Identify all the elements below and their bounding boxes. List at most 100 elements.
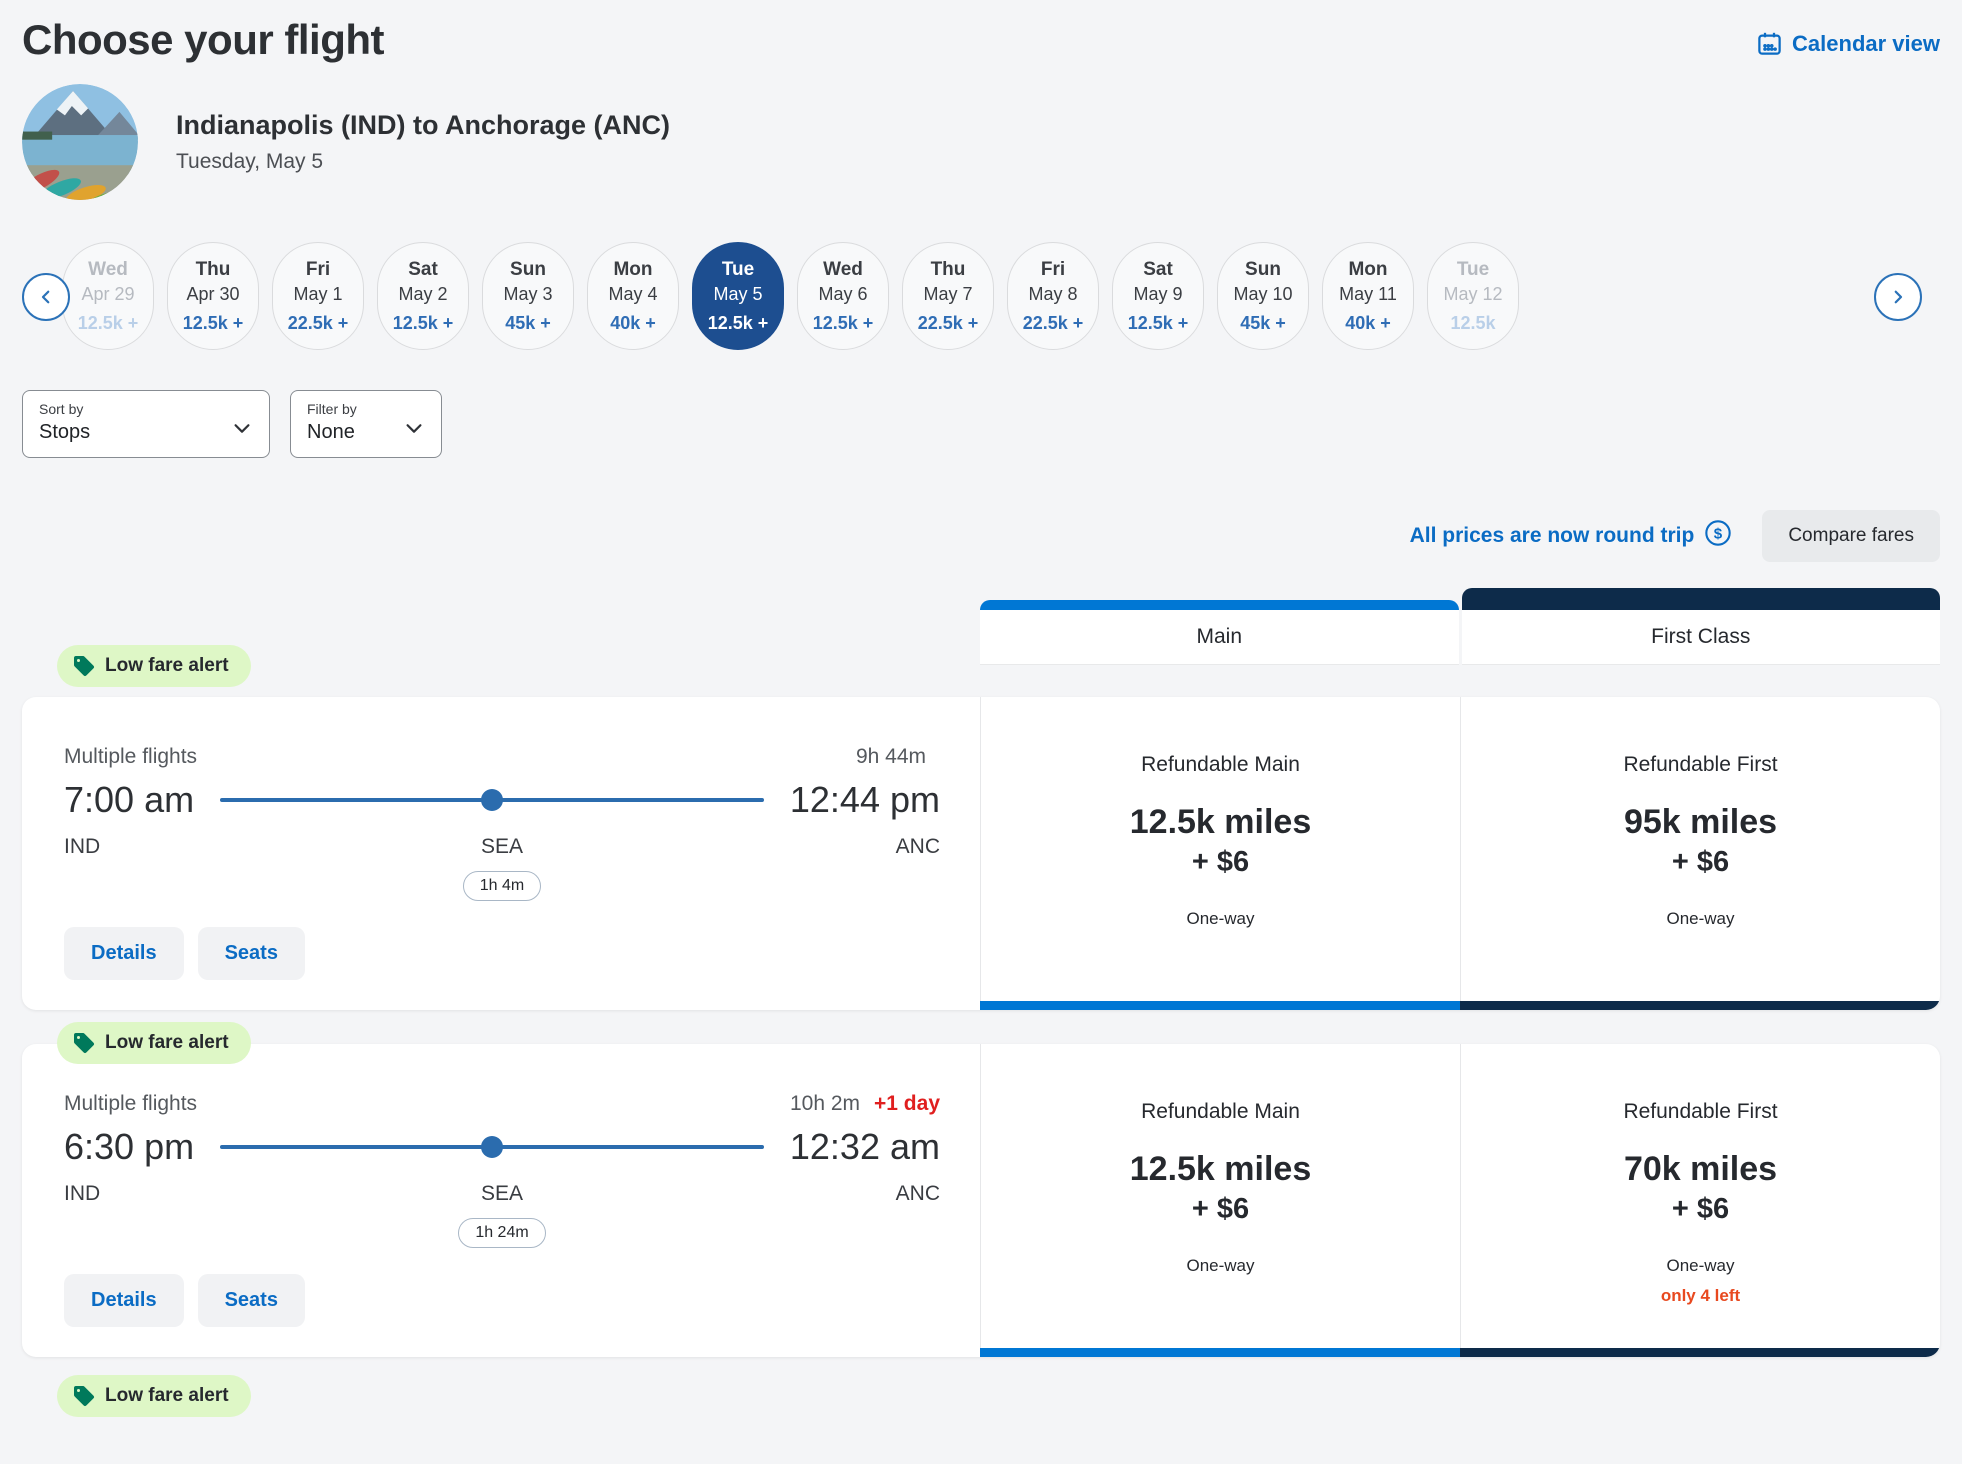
date-pill[interactable]: Tue May 12 12.5k: [1427, 242, 1519, 350]
pill-price: 40k +: [610, 312, 656, 333]
pill-price: 45k +: [1240, 312, 1286, 333]
date-pill[interactable]: Mon May 11 40k +: [1322, 242, 1414, 350]
fare-name: Refundable Main: [1141, 753, 1300, 776]
route-summary: Indianapolis (IND) to Anchorage (ANC) Tu…: [22, 84, 1940, 200]
first-class-color-bar: [1461, 588, 1940, 610]
flight-duration: 9h 44m: [856, 745, 940, 769]
chevron-down-icon: [234, 424, 250, 433]
first-class-bottom-bar: [1460, 1348, 1940, 1357]
fare-option-main[interactable]: Refundable Main 12.5k miles + $6 One-way: [980, 1044, 1460, 1357]
date-pill[interactable]: Thu May 7 22.5k +: [902, 242, 994, 350]
calendar-view-link[interactable]: Calendar view: [1756, 30, 1940, 57]
pill-day: Mon: [1348, 258, 1388, 280]
chevron-down-icon: [406, 424, 422, 433]
carousel-prev-button[interactable]: [22, 273, 70, 321]
pill-date: May 5: [713, 283, 763, 304]
pill-price: 12.5k +: [182, 312, 244, 333]
fare-trip-type: One-way: [1186, 1256, 1255, 1275]
flight-duration: 10h 2m +1 day: [790, 1092, 940, 1116]
pill-date: May 9: [1133, 283, 1183, 304]
date-pill[interactable]: Fri May 1 22.5k +: [272, 242, 364, 350]
date-pill[interactable]: Sat May 9 12.5k +: [1112, 242, 1204, 350]
main-bottom-bar: [980, 1001, 1460, 1010]
destination-photo: [22, 84, 138, 200]
seats-button[interactable]: Seats: [197, 1274, 305, 1327]
date-pill[interactable]: Mon May 4 40k +: [587, 242, 679, 350]
date-pill[interactable]: Sun May 10 45k +: [1217, 242, 1309, 350]
date-pill-selected[interactable]: Tue May 5 12.5k +: [692, 242, 784, 350]
pill-date: May 8: [1028, 283, 1078, 304]
pill-day: Tue: [1456, 258, 1490, 280]
fare-taxes: + $6: [1191, 846, 1250, 878]
fare-trip-type: One-way: [1666, 909, 1735, 928]
date-pill[interactable]: Fri May 8 22.5k +: [1007, 242, 1099, 350]
route-title: Indianapolis (IND) to Anchorage (ANC): [176, 110, 670, 140]
flight-label: Multiple flights: [64, 745, 198, 768]
details-button[interactable]: Details: [64, 1274, 184, 1327]
stopover-dot: [480, 1136, 503, 1158]
fare-name: Refundable First: [1623, 753, 1778, 776]
date-pill[interactable]: Sun May 3 45k +: [482, 242, 574, 350]
pill-date: May 3: [503, 283, 553, 304]
arrive-time: 12:44 pm: [789, 779, 940, 820]
round-trip-text: All prices are now round trip: [1409, 524, 1695, 547]
pill-date: May 4: [608, 283, 658, 304]
details-button[interactable]: Details: [64, 927, 184, 980]
date-pill[interactable]: Sat May 2 12.5k +: [377, 242, 469, 350]
pill-day: Mon: [613, 258, 653, 280]
compare-fares-button[interactable]: Compare fares: [1762, 510, 1940, 562]
sort-by-label: Sort by: [39, 401, 84, 417]
stop-code: SEA: [480, 1182, 524, 1205]
date-pill[interactable]: Wed Apr 29 12.5k +: [62, 242, 154, 350]
first-class-bottom-bar: [1460, 1001, 1940, 1010]
pill-price: 12.5k +: [392, 312, 454, 333]
depart-time: 7:00 am: [64, 779, 195, 820]
filter-by-select[interactable]: Filter by None: [290, 390, 442, 458]
fare-taxes: + $6: [1671, 1193, 1730, 1225]
filter-by-value: None: [307, 421, 355, 443]
fare-trip-type: One-way: [1186, 909, 1255, 928]
fare-taxes: + $6: [1671, 846, 1730, 878]
fare-name: Refundable Main: [1141, 1100, 1300, 1123]
date-carousel: Wed Apr 29 12.5k + Thu Apr 30 12.5k + Fr…: [22, 242, 1940, 352]
fare-option-first-class[interactable]: Refundable First 95k miles + $6 One-way: [1460, 697, 1940, 1010]
pill-date: Apr 30: [186, 283, 240, 304]
fare-color-bars: [980, 1001, 1940, 1010]
main-bottom-bar: [980, 1348, 1460, 1357]
low-fare-alert-badge: Low fare alert: [57, 645, 251, 687]
pill-day: Sat: [1143, 258, 1173, 280]
flight-path: [220, 789, 764, 811]
round-trip-info-link[interactable]: All prices are now round trip $: [1410, 519, 1733, 553]
first-class-column-label: First Class: [1461, 610, 1940, 665]
badge-label: Low fare alert: [105, 655, 229, 676]
pill-price: 45k +: [505, 312, 551, 333]
pill-date: May 11: [1339, 283, 1397, 304]
fare-availability: only 4 left: [1660, 1286, 1741, 1305]
fare-miles: 70k miles: [1623, 1150, 1778, 1188]
tag-icon: [74, 1386, 94, 1406]
sort-by-select[interactable]: Sort by Stops: [22, 390, 270, 458]
badge-label: Low fare alert: [105, 1032, 229, 1053]
date-pill[interactable]: Wed May 6 12.5k +: [797, 242, 889, 350]
pill-date: May 7: [923, 283, 973, 304]
fare-option-main[interactable]: Refundable Main 12.5k miles + $6 One-way: [980, 697, 1460, 1010]
tab-first-class[interactable]: First Class: [1461, 588, 1940, 665]
fare-option-first-class[interactable]: Refundable First 70k miles + $6 One-way …: [1460, 1044, 1940, 1357]
carousel-next-button[interactable]: [1874, 273, 1922, 321]
pill-day: Sun: [510, 258, 546, 280]
svg-text:$: $: [1714, 525, 1723, 542]
pill-price: 12.5k +: [1127, 312, 1189, 333]
fare-name: Refundable First: [1623, 1100, 1778, 1123]
fare-miles: 12.5k miles: [1129, 803, 1312, 841]
seats-button[interactable]: Seats: [197, 927, 305, 980]
pill-price: 40k +: [1345, 312, 1391, 333]
tag-icon: [74, 1033, 94, 1053]
calendar-icon: [1756, 30, 1783, 57]
pill-date: May 2: [398, 283, 448, 304]
pill-date: May 10: [1233, 283, 1293, 304]
layover-duration-pill: 1h 4m: [462, 871, 542, 901]
destination-code: ANC: [895, 835, 940, 858]
tab-main[interactable]: Main: [980, 588, 1459, 665]
pill-date: May 1: [293, 283, 343, 304]
date-pill[interactable]: Thu Apr 30 12.5k +: [167, 242, 259, 350]
